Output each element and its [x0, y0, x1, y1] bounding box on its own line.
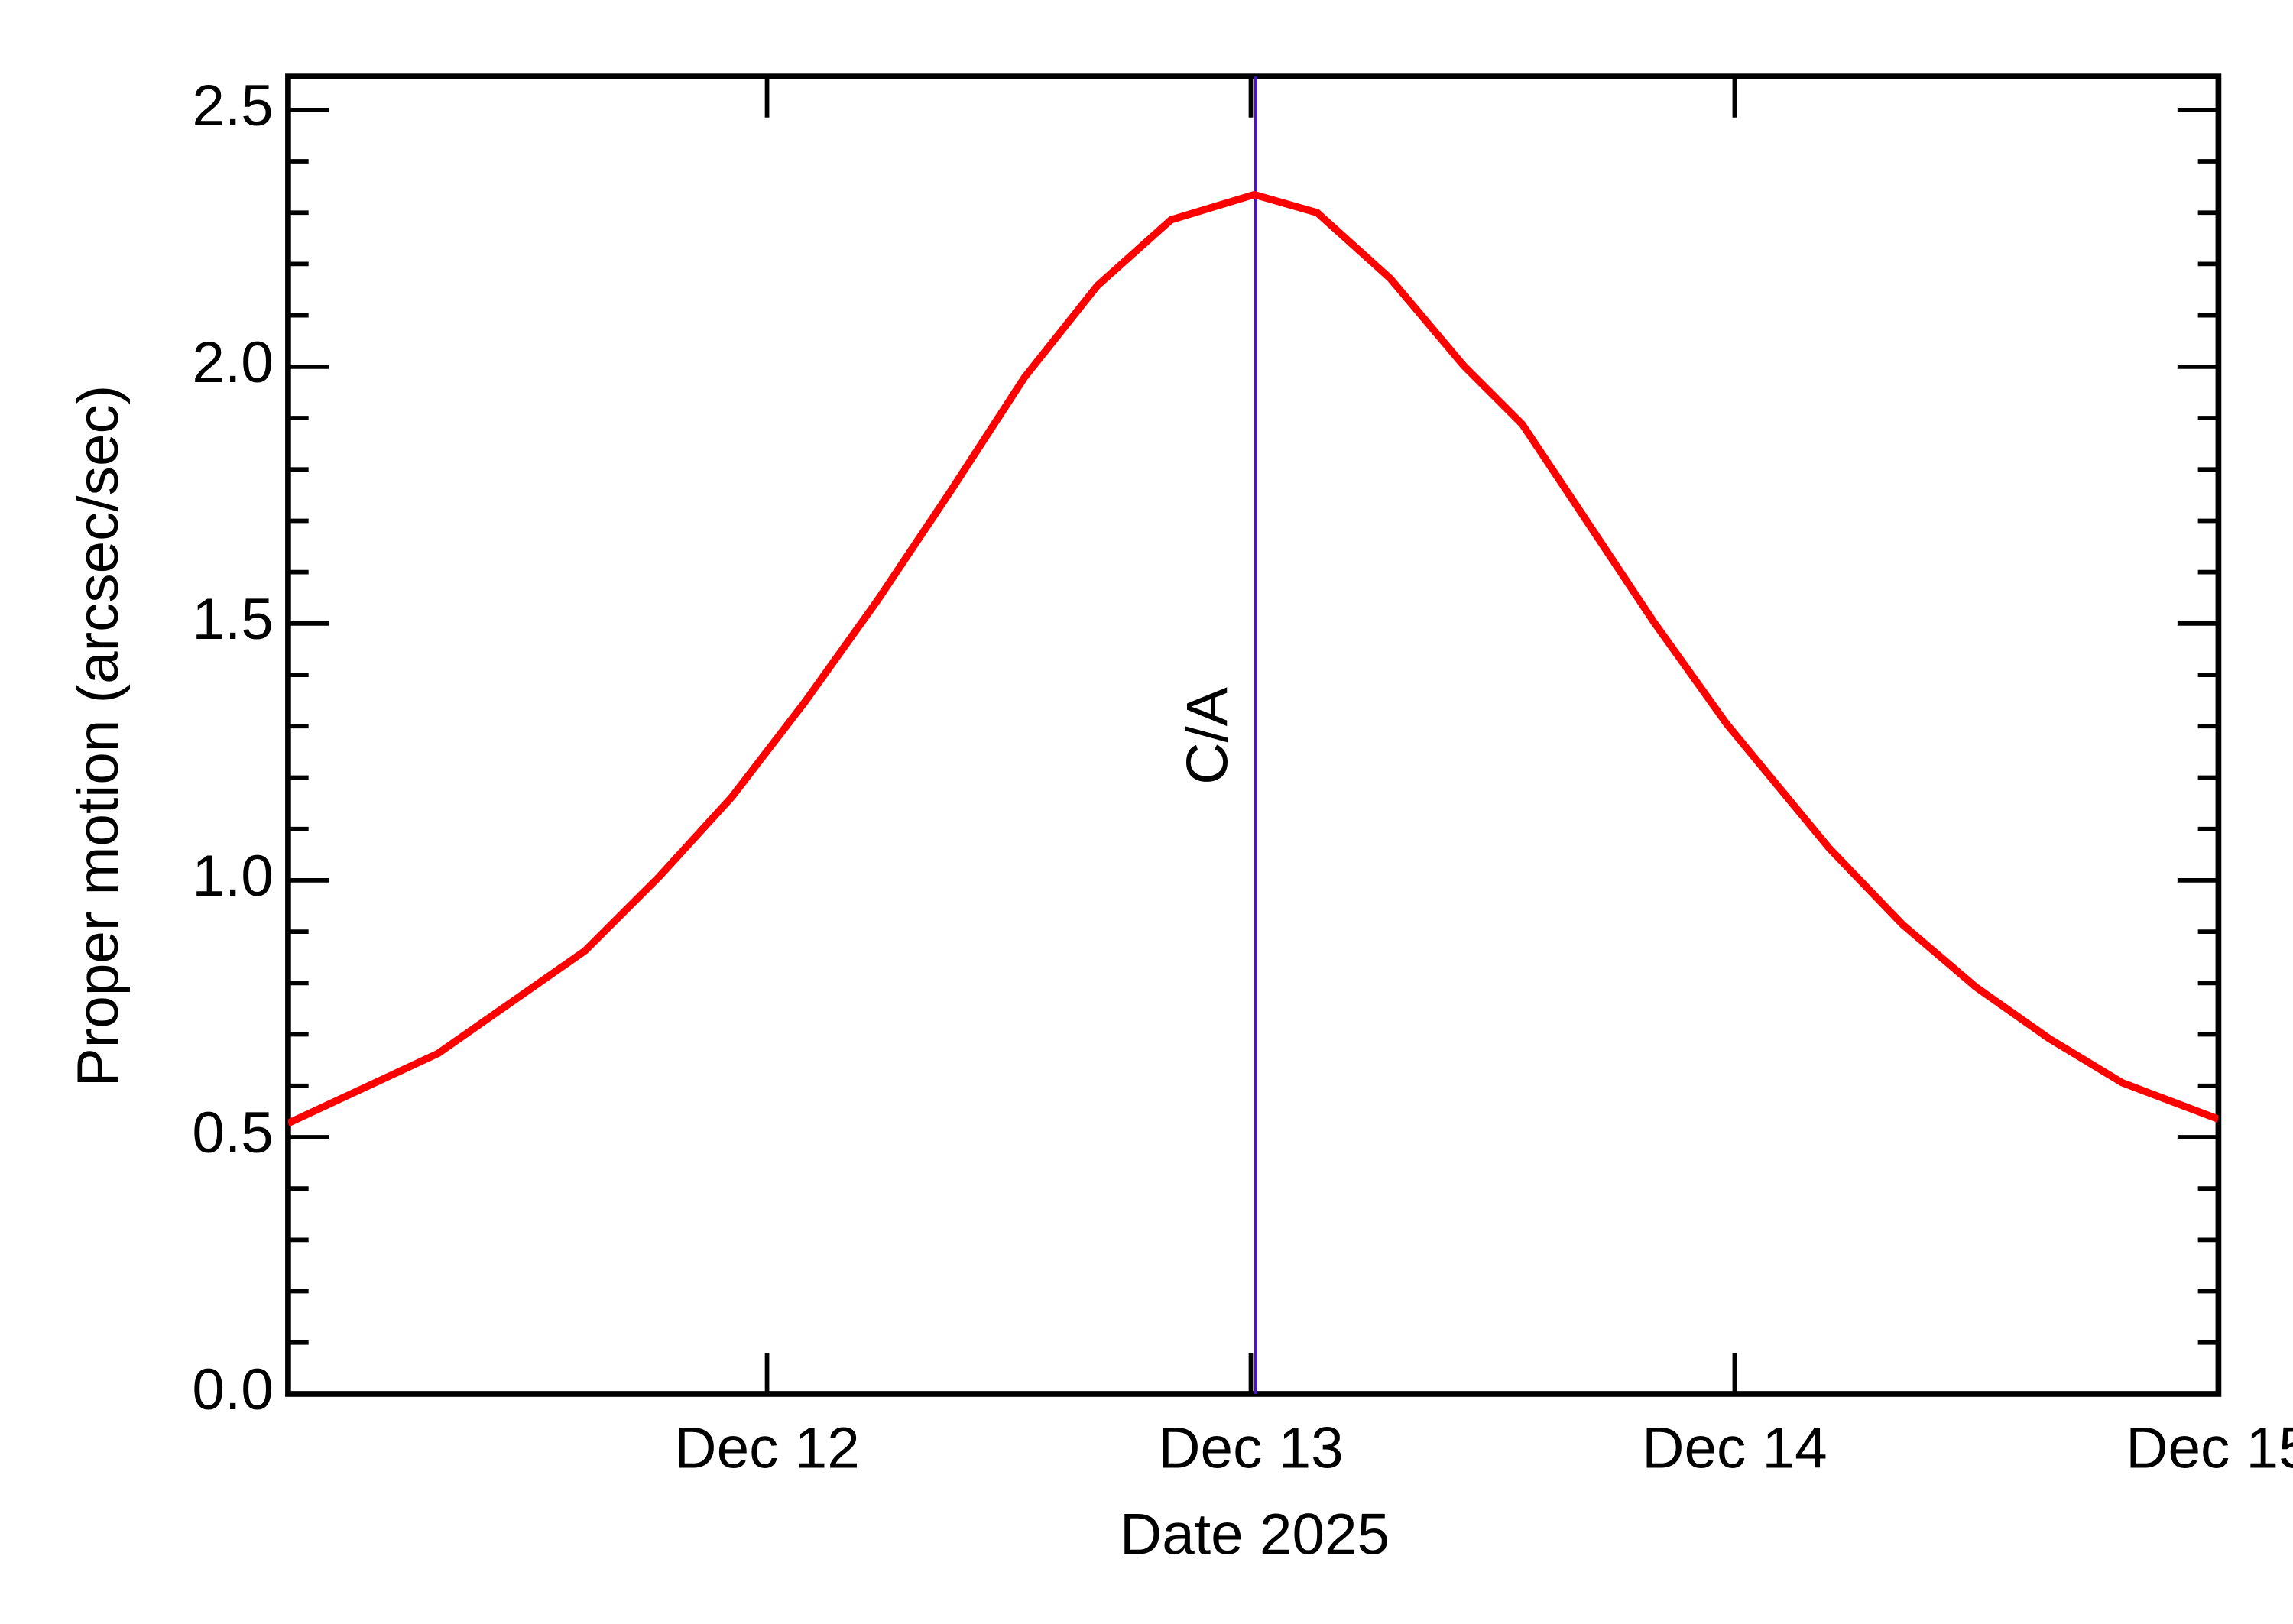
y-tick-label: 1.0 [192, 844, 273, 909]
x-tick-label: Dec 13 [1158, 1416, 1343, 1481]
ca-label: C/A [1176, 687, 1241, 785]
x-tick-label: Dec 12 [674, 1416, 859, 1481]
x-tick-label: Dec 14 [1642, 1416, 1827, 1481]
y-tick-label: 0.0 [192, 1357, 273, 1422]
x-axis-label: Date 2025 [1120, 1502, 1390, 1567]
y-tick-label: 1.5 [192, 587, 273, 652]
y-axis-label: Proper motion (arcsec/sec) [66, 385, 131, 1088]
y-tick-label: 0.5 [192, 1100, 273, 1165]
plot-frame [285, 73, 2222, 1397]
y-tick-label: 2.0 [192, 330, 273, 395]
y-tick-label: 2.5 [192, 73, 273, 138]
x-tick-label: Dec 15 [2126, 1416, 2293, 1481]
curve [287, 190, 2219, 1127]
